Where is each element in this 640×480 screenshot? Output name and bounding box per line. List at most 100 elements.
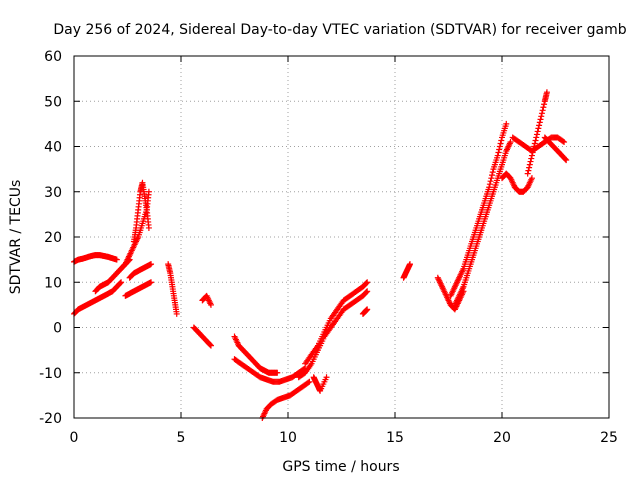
series-arc-low-3h: [122, 279, 155, 299]
x-tick-label: 20: [493, 430, 511, 446]
data-point: [306, 378, 313, 385]
grid: [74, 56, 609, 418]
y-tick-label: -10: [39, 366, 62, 382]
data-point: [117, 280, 124, 287]
x-tick-label: 5: [177, 430, 186, 446]
data-point: [533, 131, 540, 138]
data-point: [148, 261, 155, 268]
data-point: [363, 289, 370, 296]
data-point: [486, 184, 493, 191]
data-point: [495, 149, 502, 156]
series-arc-rise-12h-b: [302, 279, 371, 367]
x-tick-label: 10: [279, 430, 297, 446]
data-point: [561, 138, 568, 145]
plot-frame: [73, 55, 610, 419]
data-point: [364, 279, 371, 286]
series-arc-9h-deep: [259, 378, 313, 421]
data-point: [207, 341, 214, 348]
y-tick-label: 50: [44, 94, 62, 110]
data-point: [173, 310, 180, 317]
y-tick-label: -20: [39, 411, 62, 427]
data-point: [496, 143, 503, 150]
y-tick-label: 60: [44, 49, 62, 65]
data-point: [497, 140, 504, 147]
data-point: [538, 113, 545, 120]
data-point: [486, 181, 493, 188]
data-point: [534, 128, 541, 135]
series-arc-5.6h: [190, 324, 214, 349]
data-point: [148, 279, 155, 286]
series-arc-rise-20h-b: [451, 138, 514, 308]
data-point: [528, 152, 535, 159]
series-arc-mid-3h: [126, 261, 155, 281]
data-point: [562, 156, 569, 163]
data-point: [529, 149, 536, 156]
data-point: [489, 169, 496, 176]
data-point: [498, 137, 505, 144]
data-point: [541, 101, 548, 108]
data-point: [535, 125, 542, 132]
data-point: [526, 161, 533, 168]
data-point: [532, 137, 539, 144]
data-point: [528, 155, 535, 162]
data-point: [559, 138, 566, 145]
series-arc-21h-mid: [499, 170, 535, 195]
data-point: [207, 342, 214, 349]
data-point: [536, 122, 543, 129]
data-point: [489, 172, 496, 179]
x-tick-label: 25: [600, 430, 618, 446]
series-arc-22h-spike: [524, 89, 550, 177]
data-point: [487, 178, 494, 185]
data-point: [536, 119, 543, 126]
y-tick-label: 40: [44, 140, 62, 156]
data-points: [71, 89, 570, 421]
data-point: [406, 261, 413, 268]
x-axis-label: GPS time / hours: [282, 459, 399, 475]
data-point: [363, 280, 370, 287]
data-point: [507, 138, 514, 145]
series-arc-7.5h-high: [231, 333, 281, 376]
series-arc-11.5h-tail: [310, 374, 330, 394]
series-arc-4.5h: [165, 261, 180, 317]
data-point: [323, 374, 330, 381]
data-point: [503, 120, 510, 127]
data-point: [528, 175, 535, 182]
data-point: [496, 146, 503, 153]
tick-labels: 0 5 10 15 20 25 -20 -10 0 10 20 30 40 50 60: [39, 49, 618, 446]
data-point: [524, 170, 531, 177]
y-tick-label: 20: [44, 230, 62, 246]
data-point: [364, 306, 371, 313]
data-point: [145, 224, 152, 231]
data-point: [494, 152, 501, 159]
data-point: [488, 175, 495, 182]
data-point: [207, 301, 214, 308]
series-arc-15.5h: [400, 261, 413, 281]
series-arc-early-high: [71, 252, 120, 265]
data-point: [539, 107, 546, 114]
series-arc-early-low: [71, 279, 125, 317]
data-point: [538, 110, 545, 117]
data-point: [525, 167, 532, 174]
data-point: [540, 104, 547, 111]
data-point: [526, 164, 533, 171]
data-point: [543, 89, 550, 96]
data-point: [531, 143, 538, 150]
series-arc-spike-3h: [130, 179, 152, 245]
data-point: [274, 369, 281, 376]
data-point: [305, 379, 312, 386]
series-arc-13.6h: [359, 306, 371, 317]
series-arc-22.5h-tail: [541, 134, 570, 164]
series-arc-rise-12h: [295, 288, 371, 381]
y-axis-label: SDTVAR / TECUs: [8, 180, 24, 295]
data-point: [531, 140, 538, 147]
x-tick-label: 15: [386, 430, 404, 446]
chart-title: Day 256 of 2024, Sidereal Day-to-day VTE…: [53, 22, 626, 38]
y-tick-label: 10: [44, 275, 62, 291]
x-tick-label: 0: [70, 430, 79, 446]
series-arc-6.2h: [199, 292, 214, 308]
data-point: [533, 134, 540, 141]
data-point: [537, 116, 544, 123]
y-tick-label: 0: [53, 321, 62, 337]
series-arc-rise-20h: [447, 120, 510, 299]
data-point: [364, 288, 371, 295]
